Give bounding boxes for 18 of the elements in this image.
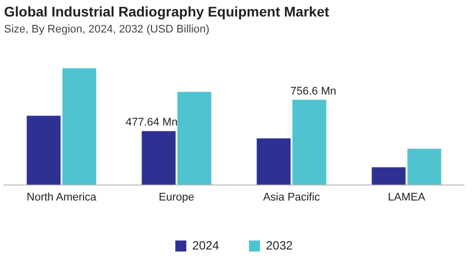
bar	[142, 131, 176, 185]
bar	[372, 167, 406, 185]
chart-subtitle: Size, By Region, 2024, 2032 (USD Billion)	[4, 23, 210, 36]
legend-label: 2024	[192, 238, 220, 252]
x-tick-label: Asia Pacific	[263, 191, 320, 204]
bar	[292, 100, 326, 185]
bar	[256, 138, 291, 185]
bar	[26, 116, 61, 185]
bar	[177, 92, 212, 185]
bar	[407, 148, 442, 185]
data-label: 477.64 Mn	[126, 116, 178, 129]
bar	[62, 68, 96, 185]
x-tick-label: Europe	[158, 191, 194, 204]
x-tick-label: LAMEA	[388, 191, 426, 204]
x-tick-label: North America	[26, 191, 98, 204]
chart-title: Global Industrial Radiography Equipment Market	[4, 3, 330, 20]
data-label: 756.6 Mn	[290, 85, 336, 98]
legend-label: 2032	[266, 238, 294, 252]
